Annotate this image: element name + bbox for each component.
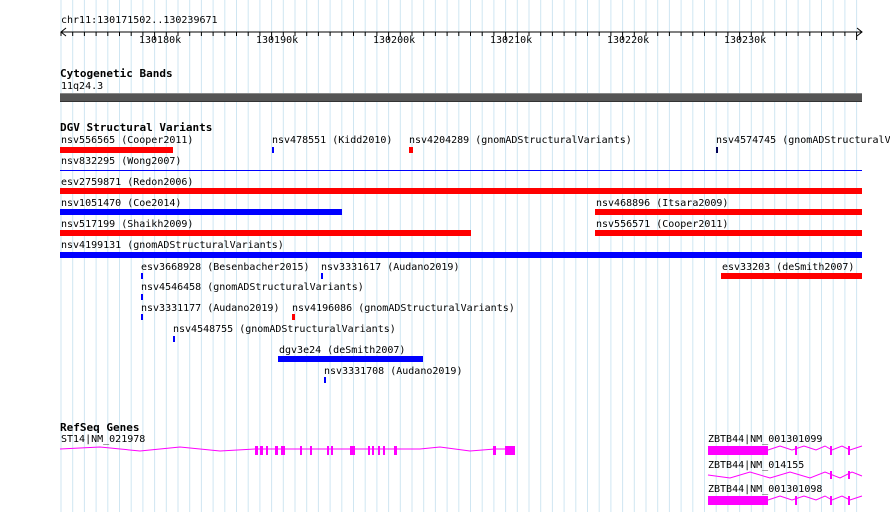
variant-label[interactable]: nsv4546458 (gnomADStructuralVariants)	[141, 282, 364, 293]
variant-label[interactable]: nsv478551 (Kidd2010)	[272, 135, 393, 146]
variant-bar[interactable]	[60, 188, 862, 194]
track-title-cytobands[interactable]: Cytogenetic Bands	[60, 67, 173, 80]
variant-label[interactable]: nsv3331177 (Audano2019)	[141, 303, 280, 314]
variant-bar[interactable]	[60, 209, 342, 215]
ruler-location: chr11:130171502..130239671	[61, 15, 218, 26]
track-title-refseq[interactable]: RefSeq Genes	[60, 421, 140, 434]
variant-bar[interactable]	[595, 209, 862, 215]
variant-bar[interactable]	[321, 273, 323, 279]
gene-intron-line	[59, 446, 505, 452]
variant-bar[interactable]	[278, 356, 423, 362]
ruler-tick-label: 130210k	[490, 35, 533, 46]
variant-bar[interactable]	[721, 273, 862, 279]
variant-label[interactable]: nsv4548755 (gnomADStructuralVariants)	[173, 324, 396, 335]
variant-label[interactable]: nsv4196086 (gnomADStructuralVariants)	[292, 303, 515, 314]
variant-label[interactable]: nsv4574745 (gnomADStructuralVariants)	[716, 135, 890, 146]
variant-bar[interactable]	[60, 252, 862, 258]
variant-label[interactable]: nsv468896 (Itsara2009)	[596, 198, 729, 209]
variant-bar[interactable]	[60, 230, 471, 236]
variant-label[interactable]: esv33203 (deSmith2007)	[722, 262, 855, 273]
variant-label[interactable]: nsv517199 (Shaikh2009)	[61, 219, 194, 230]
band-label: 11q24.3	[61, 81, 104, 92]
variant-label[interactable]: nsv4199131 (gnomADStructuralVariants)	[61, 240, 284, 251]
variant-bar[interactable]	[60, 147, 173, 153]
variant-label[interactable]: nsv3331617 (Audano2019)	[321, 262, 460, 273]
ruler-tick-label: 130220k	[607, 35, 650, 46]
variant-bar[interactable]	[324, 377, 326, 383]
variant-label[interactable]: nsv556565 (Cooper2011)	[61, 135, 194, 146]
variant-label[interactable]: esv2759871 (Redon2006)	[61, 177, 194, 188]
gene-label[interactable]: ZBTB44|NM_001301099	[708, 434, 823, 445]
gene-label[interactable]: ZBTB44|NM_001301098	[708, 484, 823, 495]
variant-bar[interactable]	[409, 147, 413, 153]
variant-bar[interactable]	[141, 294, 143, 300]
variant-label[interactable]: esv3668928 (Besenbacher2015)	[141, 262, 310, 273]
gene-label[interactable]: ZBTB44|NM_014155	[708, 460, 805, 471]
gene-label[interactable]: ST14|NM_021978	[61, 434, 146, 445]
variant-bar[interactable]	[292, 314, 295, 320]
variant-label[interactable]: nsv4204289 (gnomADStructuralVariants)	[409, 135, 632, 146]
gene-models[interactable]	[0, 422, 890, 512]
gene-exons	[255, 446, 515, 455]
cytoband-bar[interactable]	[60, 93, 862, 102]
variant-bar[interactable]	[141, 273, 143, 279]
variant-bar[interactable]	[716, 147, 718, 153]
ruler-axis	[60, 27, 863, 40]
variant-bar[interactable]	[173, 336, 175, 342]
variant-bar[interactable]	[60, 170, 862, 171]
variant-label[interactable]: nsv556571 (Cooper2011)	[596, 219, 729, 230]
variant-bar[interactable]	[595, 230, 862, 236]
variant-bar[interactable]	[272, 147, 274, 153]
variant-label[interactable]: nsv1051470 (Coe2014)	[61, 198, 182, 209]
ruler-tick-label: 130190k	[256, 35, 299, 46]
ruler-tick-label: 130230k	[724, 35, 767, 46]
ruler-tick-label: 130180k	[139, 35, 182, 46]
variant-label[interactable]: nsv3331708 (Audano2019)	[324, 366, 463, 377]
variant-label[interactable]: dgv3e24 (deSmith2007)	[279, 345, 406, 356]
ruler-tick-label: 130200k	[373, 35, 416, 46]
track-title-dgv[interactable]: DGV Structural Variants	[60, 121, 213, 134]
variant-label[interactable]: nsv832295 (Wong2007)	[61, 156, 182, 167]
variant-bar[interactable]	[141, 314, 143, 320]
